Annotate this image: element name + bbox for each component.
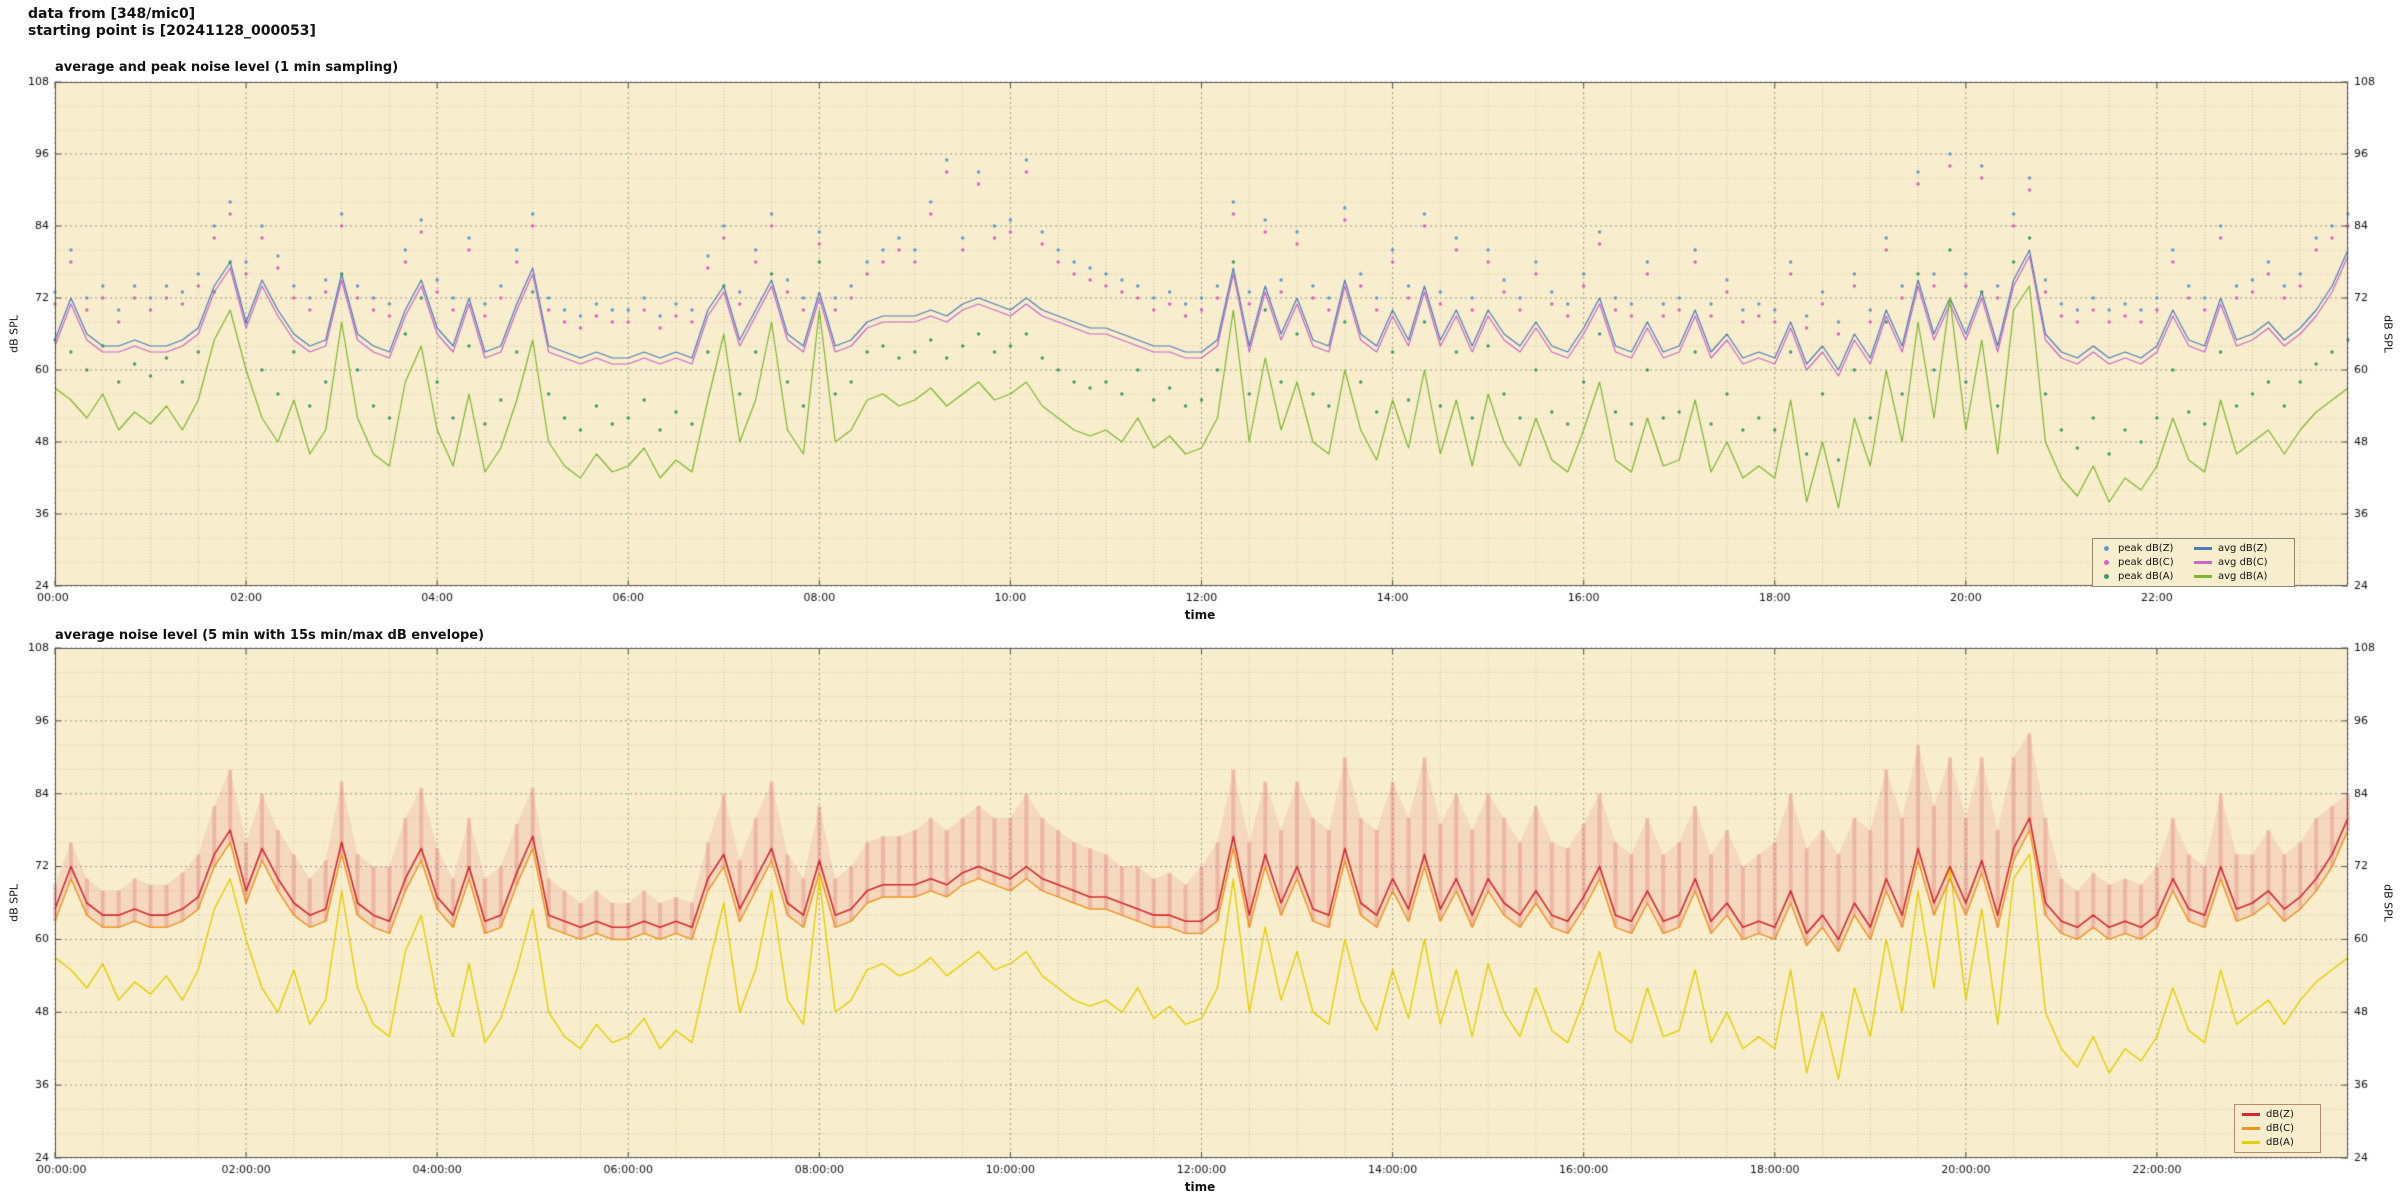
- avg-dbc-line-icon: [2194, 561, 2212, 564]
- avg-dbz-line-icon: [2194, 547, 2212, 550]
- dbz-line-icon: [2242, 1113, 2260, 1116]
- peak-dbz-marker-icon: [2103, 546, 2109, 551]
- bottom-chart-ylabel-left: dB SPL: [7, 884, 21, 922]
- top-chart-ylabel-right: dB SPL: [2381, 315, 2395, 353]
- bottom-chart-ylabel-right: dB SPL: [2381, 884, 2395, 922]
- top-chart-title: average and peak noise level (1 min samp…: [55, 60, 399, 75]
- dba-line-icon: [2242, 1141, 2260, 1144]
- legend-label-avg-dba: avg dB(A): [2218, 571, 2268, 582]
- legend-label-avg-dbc: avg dB(C): [2218, 557, 2268, 568]
- bottom-chart-canvas: [0, 620, 2400, 1200]
- top-chart-xlabel: time: [1184, 608, 1216, 622]
- top-chart-canvas: [0, 0, 2400, 620]
- legend-label-peak-dba: peak dB(A): [2118, 571, 2174, 582]
- legend-label-peak-dbc: peak dB(C): [2118, 557, 2174, 568]
- bottom-chart-xlabel: time: [1184, 1180, 1216, 1194]
- legend-label-dbc: dB(C): [2266, 1123, 2294, 1134]
- legend-label-dbz: dB(Z): [2266, 1109, 2294, 1120]
- top-chart-ylabel-left: dB SPL: [7, 315, 21, 353]
- peak-dbc-marker-icon: [2103, 560, 2109, 565]
- bottom-chart-title: average noise level (5 min with 15s min/…: [55, 628, 485, 643]
- bottom-chart-legend: dB(Z) dB(C) dB(A): [2234, 1104, 2321, 1153]
- legend-label-dba: dB(A): [2266, 1137, 2294, 1148]
- dbc-line-icon: [2242, 1127, 2260, 1130]
- top-chart-legend: peak dB(Z) avg dB(Z) peak dB(C) avg dB(C…: [2092, 538, 2295, 587]
- peak-dba-marker-icon: [2103, 574, 2109, 579]
- legend-label-avg-dbz: avg dB(Z): [2218, 543, 2268, 554]
- avg-dba-line-icon: [2194, 575, 2212, 578]
- legend-label-peak-dbz: peak dB(Z): [2118, 543, 2174, 554]
